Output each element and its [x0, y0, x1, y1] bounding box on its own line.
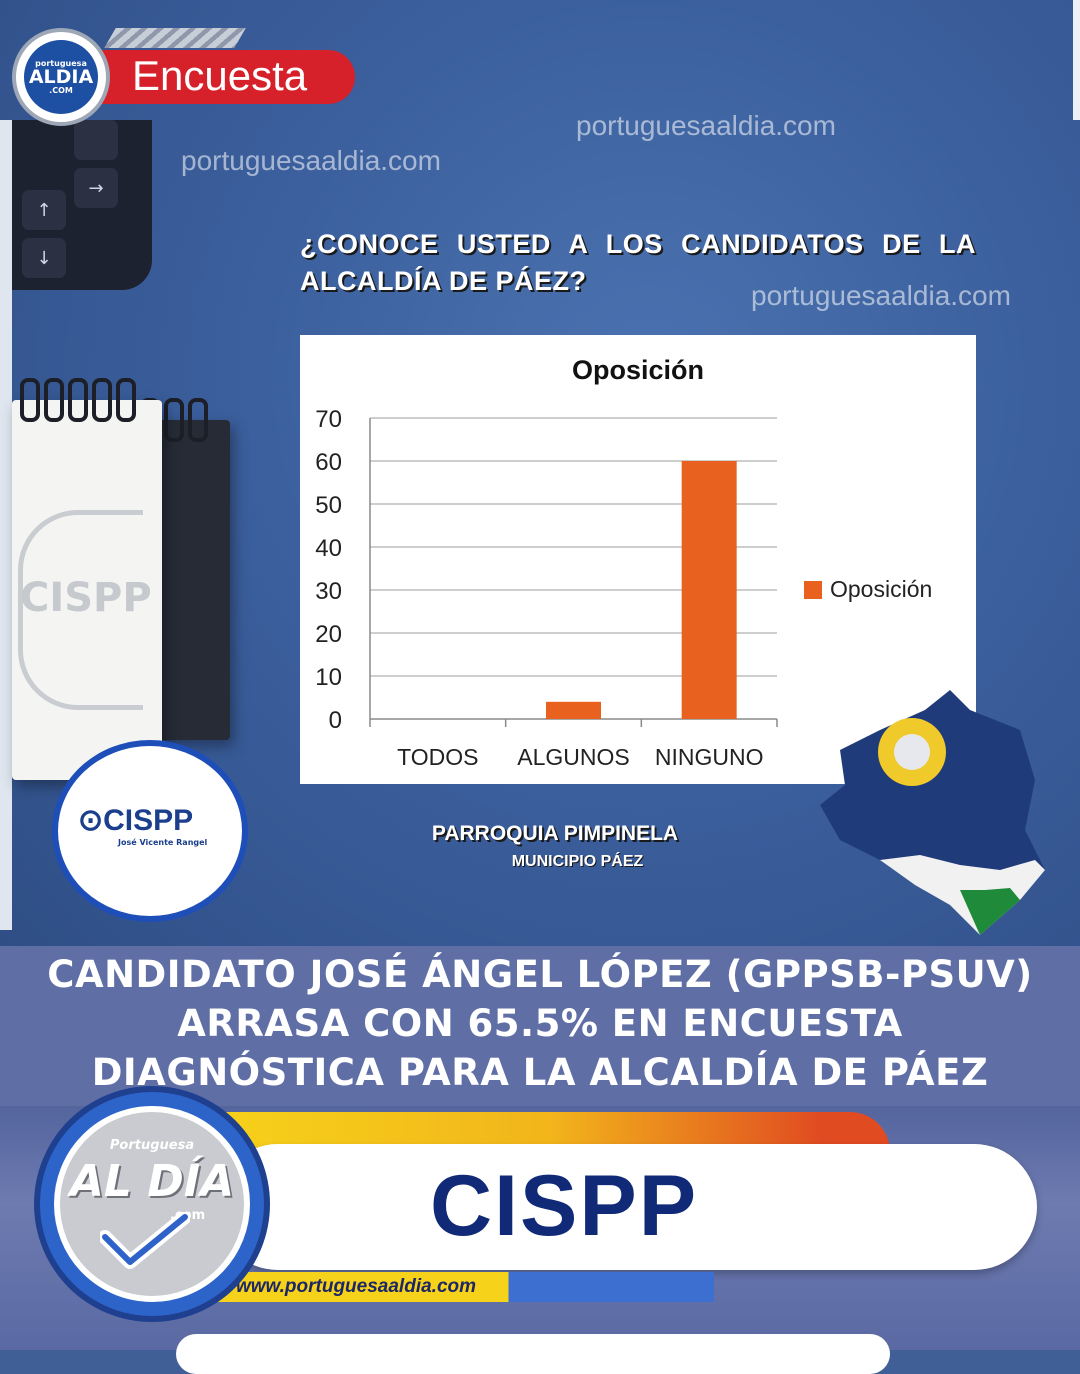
legend-label: Oposición [830, 576, 932, 602]
y-tick-label: 70 [315, 406, 342, 433]
left-strip [0, 120, 12, 930]
checkmark-icon [100, 1212, 190, 1269]
legend-swatch [804, 581, 822, 599]
arrow-up-key-icon: ↑ [22, 190, 66, 230]
y-tick-label: 10 [315, 664, 342, 691]
logo-large-main: AL DÍA [69, 1156, 235, 1207]
watermark: portuguesaaldia.com [576, 110, 836, 141]
chart-svg: Oposición 0 10 20 30 40 50 60 70 TODOS ALGUNOS NING… [315, 355, 932, 770]
y-tick-label: 50 [315, 492, 342, 519]
magnifier-icon: ⊙ [78, 804, 104, 837]
site-logo-small: portuguesa ALDIA .COM [12, 28, 110, 126]
cispp-logo-text: ⊙CISPP [78, 804, 194, 837]
y-tick-label: 40 [315, 535, 342, 562]
notebook-white-decoration [12, 378, 162, 780]
tag-stripe [104, 28, 246, 48]
tag-label: Encuesta [132, 52, 308, 99]
bottom-pill [176, 1334, 890, 1374]
cispp-logo-circle [52, 740, 248, 922]
stamp-text: CISPP [20, 575, 152, 621]
headline: CANDIDATO JOSÉ ÁNGEL LÓPEZ (GPPSB-PSUV) … [47, 953, 1033, 1094]
chart-title: Oposición [572, 355, 704, 385]
y-tick-label: 20 [315, 621, 342, 648]
key-icon [74, 120, 118, 160]
x-tick-label: TODOS [397, 744, 478, 770]
bar-chart: Oposición 0 10 20 30 40 50 60 70 TODOS ALGUNOS NING… [300, 335, 976, 784]
paez-map-icon [820, 690, 1045, 935]
x-tick-label: NINGUNO [655, 744, 764, 770]
y-tick-label: 30 [315, 578, 342, 605]
municipality-caption: MUNICIPIO PÁEZ [511, 853, 644, 870]
arrow-right-key-icon: → [74, 168, 118, 208]
keyboard-decoration: ↑ → ↓ [12, 120, 152, 290]
stamp-decoration [18, 510, 143, 710]
logo-small-line1: portuguesa [35, 58, 87, 68]
logo-small-line3: .COM [49, 85, 73, 95]
banner-pill [215, 1144, 1037, 1270]
edge-strip [1073, 0, 1080, 120]
survey-question: ¿CONOCE USTED A LOS CANDIDATOS DE LA ALC… [300, 229, 976, 296]
logo-small-line2: ALDIA [28, 65, 94, 88]
arrow-down-key-icon: ↓ [22, 238, 66, 278]
site-url[interactable]: www.portuguesaaldia.com [236, 1276, 477, 1297]
y-tick-label: 60 [315, 449, 342, 476]
parish-caption: PARROQUIA PIMPINELA [431, 822, 679, 845]
banner-label: CISPP [430, 1158, 699, 1254]
bar-ninguno [681, 461, 737, 719]
site-logo-large: Portuguesa AL DÍA .com [40, 1092, 264, 1316]
logo-large-top: Portuguesa [109, 1138, 195, 1153]
y-tick-label: 0 [329, 707, 342, 734]
watermark: portuguesaaldia.com [751, 280, 1011, 311]
x-tick-label: ALGUNOS [517, 744, 629, 770]
watermark: portuguesaaldia.com [181, 145, 441, 176]
url-bar [200, 1272, 714, 1302]
tag-ribbon [85, 50, 355, 104]
cispp-logo-sub: José Vicente Rangel [118, 838, 208, 847]
headline-band [0, 946, 1080, 1106]
bar-algunos [546, 701, 601, 719]
